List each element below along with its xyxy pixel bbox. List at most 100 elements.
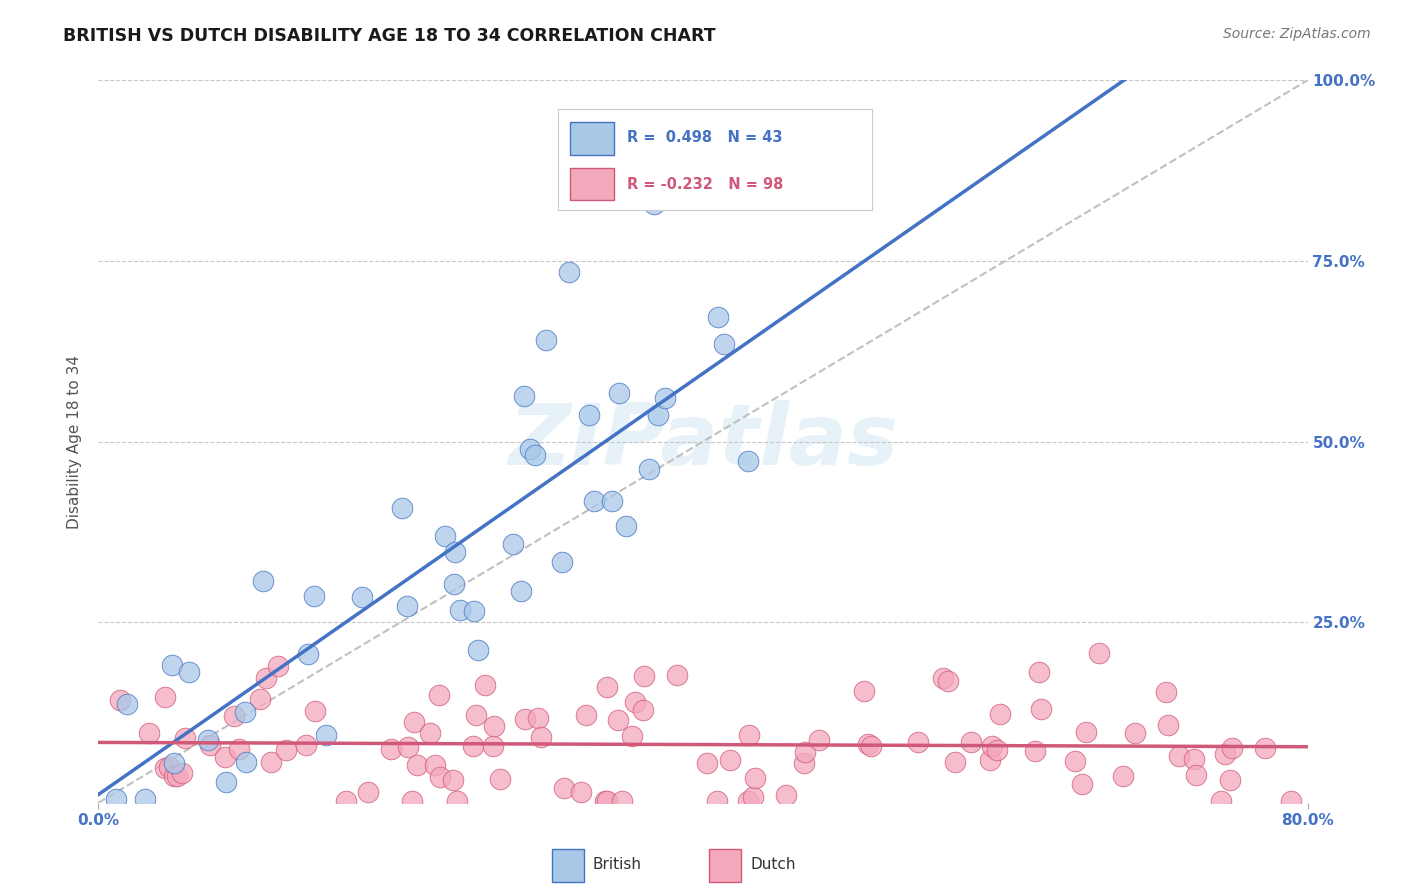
Point	[267, 659, 290, 673]
Point	[513, 712, 536, 726]
Point	[214, 749, 236, 764]
Point	[1254, 741, 1277, 756]
Point	[1029, 702, 1052, 716]
Point	[1220, 741, 1243, 756]
Point	[502, 537, 524, 551]
Point	[582, 494, 605, 508]
Point	[593, 794, 616, 808]
Point	[117, 697, 139, 711]
Point	[315, 729, 337, 743]
Point	[391, 500, 413, 515]
Point	[215, 775, 238, 789]
Point	[396, 599, 419, 613]
Point	[153, 690, 176, 704]
Point	[713, 336, 735, 351]
Point	[607, 713, 630, 727]
Point	[429, 688, 451, 702]
Point	[530, 730, 553, 744]
Point	[163, 756, 186, 770]
Point	[463, 604, 485, 618]
Point	[434, 529, 457, 543]
Point	[260, 755, 283, 769]
Point	[108, 693, 131, 707]
Point	[105, 792, 128, 806]
Point	[449, 602, 471, 616]
Point	[620, 729, 643, 743]
Point	[1125, 726, 1147, 740]
Point	[623, 695, 645, 709]
Point	[707, 310, 730, 324]
Text: BRITISH VS DUTCH DISABILITY AGE 18 TO 34 CORRELATION CHART: BRITISH VS DUTCH DISABILITY AGE 18 TO 34…	[63, 27, 716, 45]
Point	[198, 738, 221, 752]
Point	[179, 665, 201, 680]
Point	[1209, 794, 1232, 808]
Point	[631, 703, 654, 717]
Point	[859, 739, 882, 753]
Point	[596, 680, 619, 694]
Point	[276, 743, 298, 757]
Point	[738, 728, 761, 742]
Point	[932, 671, 955, 685]
Point	[775, 788, 797, 802]
Point	[1063, 754, 1085, 768]
Point	[553, 780, 575, 795]
Point	[474, 678, 496, 692]
Point	[610, 794, 633, 808]
Point	[647, 408, 669, 422]
Point	[509, 583, 531, 598]
Point	[737, 794, 759, 808]
Point	[335, 794, 357, 808]
Point	[482, 719, 505, 733]
Point	[1087, 646, 1109, 660]
Point	[162, 658, 184, 673]
Text: Source: ZipAtlas.com: Source: ZipAtlas.com	[1223, 27, 1371, 41]
Point	[718, 753, 741, 767]
Point	[979, 754, 1001, 768]
Point	[1185, 768, 1208, 782]
Point	[578, 409, 600, 423]
Point	[534, 334, 557, 348]
Point	[643, 197, 665, 211]
Point	[233, 705, 256, 719]
Point	[443, 545, 465, 559]
Point	[988, 707, 1011, 722]
Point	[793, 756, 815, 770]
Point	[302, 589, 325, 603]
Point	[558, 265, 581, 279]
Point	[402, 714, 425, 729]
Point	[396, 739, 419, 754]
Point	[527, 711, 550, 725]
Point	[488, 772, 510, 787]
Point	[551, 555, 574, 569]
Point	[446, 794, 468, 808]
Point	[523, 448, 546, 462]
Point	[633, 669, 655, 683]
Point	[423, 758, 446, 772]
Point	[235, 756, 257, 770]
Point	[596, 794, 619, 808]
Point	[380, 741, 402, 756]
Point	[467, 643, 489, 657]
Point	[163, 769, 186, 783]
Point	[1213, 747, 1236, 761]
Point	[616, 519, 638, 533]
Point	[1112, 769, 1135, 783]
Point	[166, 769, 188, 783]
Point	[737, 454, 759, 468]
Point	[519, 442, 541, 456]
Point	[295, 738, 318, 752]
Point	[197, 732, 219, 747]
Point	[350, 591, 373, 605]
Point	[1156, 718, 1178, 732]
Point	[1182, 752, 1205, 766]
Point	[793, 745, 815, 759]
Point	[856, 737, 879, 751]
Point	[696, 756, 718, 771]
Point	[907, 734, 929, 748]
Point	[513, 389, 536, 403]
Point	[1028, 665, 1050, 680]
Point	[249, 692, 271, 706]
Point	[600, 493, 623, 508]
Point	[607, 386, 630, 401]
Point	[1219, 773, 1241, 788]
